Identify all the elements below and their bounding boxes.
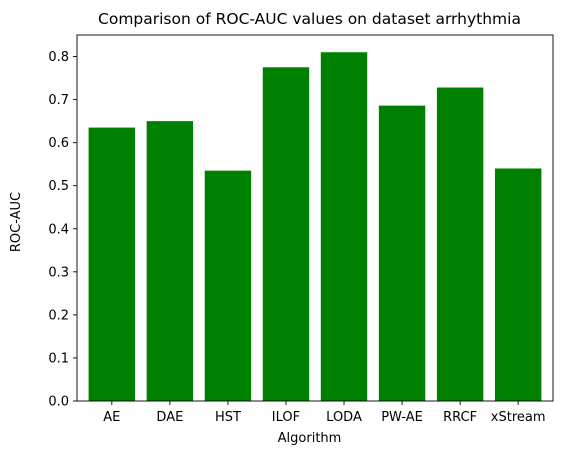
plot-area [76, 34, 554, 402]
y-tick-label: 0.3 [48, 265, 69, 280]
x-axis-ticks: AE DAE HST ILOF LODA PW-AE RRCF xStream [103, 401, 546, 425]
x-tick-label: LODA [326, 410, 362, 425]
x-axis-label: Algorithm [278, 431, 342, 446]
bar-dae [146, 121, 194, 402]
y-tick-label: 0.8 [48, 50, 69, 65]
bar-hst [204, 170, 252, 401]
bar-ae [88, 127, 136, 401]
y-axis-label: ROC-AUC [9, 192, 24, 252]
y-tick-label: 0.1 [48, 351, 69, 366]
x-tick-label: xStream [491, 410, 546, 425]
y-tick-label: 0.5 [48, 179, 69, 194]
x-tick-label: RRCF [443, 410, 477, 425]
y-tick-label: 0.6 [48, 136, 69, 151]
plot-frame [76, 34, 554, 402]
x-tick-label: HST [215, 410, 241, 425]
bar-pw-ae [378, 105, 426, 402]
x-tick-label: AE [103, 410, 120, 425]
y-tick-label: 0.4 [48, 222, 69, 237]
bar-ilof [262, 67, 310, 401]
y-tick-label: 0.0 [48, 395, 69, 410]
chart-title: Comparison of ROC-AUC values on dataset … [98, 10, 521, 28]
y-tick-label: 0.2 [48, 308, 69, 323]
bars [88, 52, 542, 402]
y-tick-label: 0.7 [48, 93, 69, 108]
x-tick-label: PW-AE [381, 410, 423, 425]
bar-loda [320, 52, 368, 401]
bar-rrcf [436, 87, 484, 401]
x-tick-label: DAE [156, 410, 183, 425]
y-axis-ticks: 0.0 0.1 0.2 0.3 0.4 0.5 0.6 0.7 0.8 [48, 50, 77, 410]
x-tick-label: ILOF [272, 410, 300, 425]
bar-xstream [494, 168, 542, 401]
